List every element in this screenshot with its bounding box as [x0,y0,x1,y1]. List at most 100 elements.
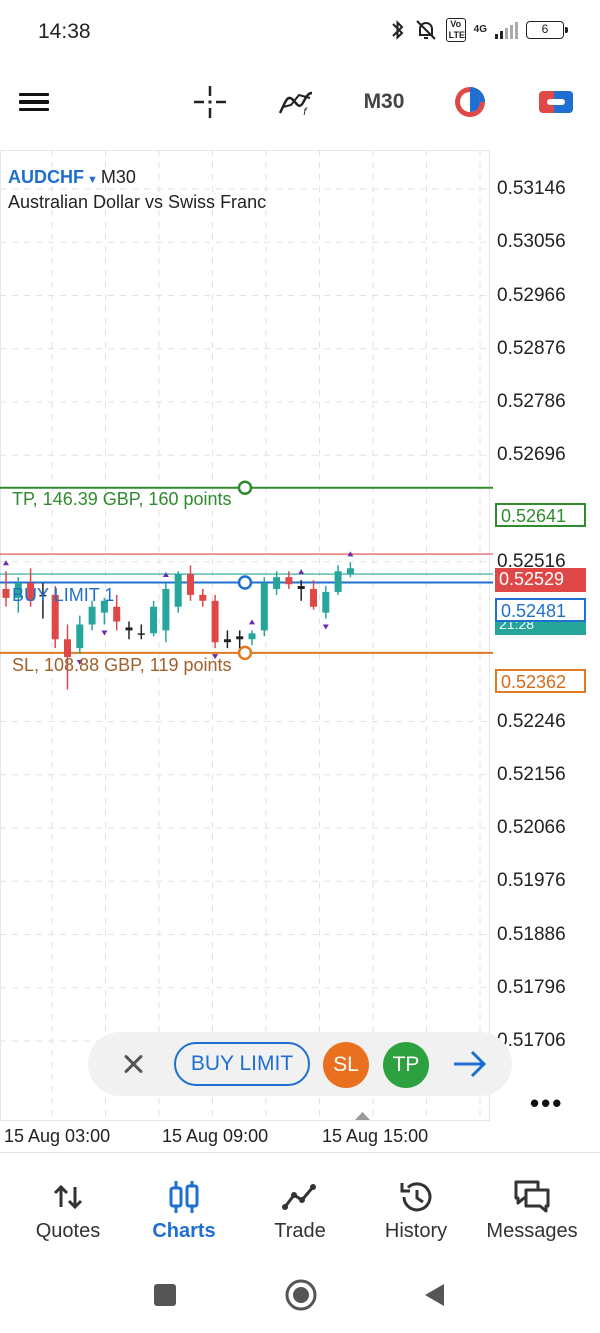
chart-color-icon[interactable] [450,82,490,122]
crosshair-icon[interactable] [190,82,230,122]
candle-body [27,583,35,601]
time-label: 15 Aug 15:00 [322,1126,429,1146]
take-profit-button[interactable]: TP [383,1042,429,1088]
time-label: 15 Aug 09:00 [162,1126,269,1146]
nav-label: History [384,1220,448,1242]
trade-icon [282,1184,316,1210]
candle-body [76,624,84,649]
back-icon[interactable] [420,1280,450,1310]
symbol-description: Australian Dollar vs Swiss Franc [8,192,267,212]
symbol-header[interactable]: AUDCHF ▼ M30 [8,167,136,188]
candle-body [100,600,108,613]
signal-marker-up [347,551,354,557]
price-scale-label: 0.52876 [497,337,566,359]
more-icon[interactable]: ••• [530,1088,564,1118]
status-icons: Vo LTE 4G 6 [390,18,568,42]
nav-quotes[interactable]: Quotes [10,1153,126,1253]
candle-body [88,606,96,625]
timeframe-button[interactable]: M30 [356,82,412,122]
messages-icon [514,1180,550,1213]
arrow-right-icon[interactable] [450,1046,490,1082]
signal-marker-down [322,624,329,630]
candle-body [14,583,22,598]
bid-price-tag: 0.52529 [495,568,586,592]
nav-trade[interactable]: Trade [242,1153,358,1253]
signal-icon [495,21,518,39]
tp-price-tag: 0.52641 [495,503,586,527]
order-price-tag: 0.52481 [495,598,586,622]
price-chart[interactable] [0,150,600,1152]
candle-body [310,588,317,607]
signal-marker-down [101,630,108,636]
tp-drag-handle [237,480,253,496]
candle-body [322,591,330,613]
battery-icon: 6 [526,21,568,39]
symbol-timeframe: M30 [100,167,136,187]
nav-label: Messages [486,1220,578,1242]
home-icon[interactable] [284,1278,318,1312]
status-time: 14:38 [38,20,91,43]
candle-body [137,633,145,635]
tp-line-label: TP, 146.39 GBP, 160 points [12,489,232,509]
stop-loss-button[interactable]: SL [323,1042,369,1088]
order-drag-handle [237,575,253,590]
bottom-nav: Quotes Charts Trade History Messages [0,1152,600,1252]
candle-body [51,594,59,640]
recents-icon[interactable] [150,1280,180,1310]
candle-body [334,571,342,592]
candle-body [199,594,207,601]
candle-body [248,633,256,640]
symbol-name[interactable]: AUDCHF [8,167,84,187]
nav-label: Quotes [35,1220,101,1242]
close-order-button[interactable] [120,1050,148,1078]
volte-icon: Vo LTE [445,18,466,42]
nav-messages[interactable]: Messages [474,1153,590,1253]
history-icon [400,1182,432,1212]
trade-toggle-icon[interactable] [536,82,576,122]
price-scale-label: 0.51706 [497,1030,566,1051]
price-scale-label: 0.52696 [497,444,566,466]
buy-limit-button[interactable]: BUY LIMIT [174,1042,310,1086]
candle-body [187,574,194,595]
price-scale-label: 0.52966 [497,284,566,306]
indicators-icon[interactable]: f [276,82,316,122]
candle-body [346,568,354,575]
price-scale-label: 0.53056 [497,231,566,253]
nav-history[interactable]: History [358,1153,474,1253]
candle-body [150,606,158,634]
price-scale-label: 0.51886 [497,923,566,945]
nav-label: Trade [274,1220,326,1242]
price-scale-label: 0.52246 [497,710,566,732]
price-scale-label: 0.53146 [497,178,566,199]
signal-marker-up [3,560,9,566]
status-bar: 14:38 Vo LTE 4G 6 [0,0,600,66]
candle-body [297,586,305,589]
candle-body [162,588,170,631]
system-nav [0,1252,600,1333]
plot-frame [0,150,490,1121]
bluetooth-icon [391,20,404,40]
candle-body [174,574,182,607]
chart-area[interactable]: AUDCHF ▼ M30 Australian Dollar vs Swiss Fr… [0,150,600,1152]
charts-icon [169,1181,199,1213]
menu-icon[interactable] [18,82,50,122]
sl-line-label: SL, 108.88 GBP, 119 points [12,655,232,675]
network-type: 4G [473,24,487,35]
chart-shift-marker [355,1112,370,1120]
sl-drag-handle [237,645,253,661]
candle-body [285,577,293,585]
symbol-dropdown-icon[interactable]: ▼ [87,174,98,186]
signal-marker-up [249,619,255,625]
signal-marker-down [76,660,83,666]
candle-body [211,600,219,643]
candle-body [223,639,231,643]
svg-text:f: f [303,107,308,118]
candle-body [125,627,133,631]
price-scale-label: 0.52156 [497,763,566,785]
nav-charts[interactable]: Charts [126,1153,242,1253]
candle-body [2,588,10,598]
signal-marker-up [162,572,169,578]
candle-body [260,583,268,631]
candle-body [273,577,281,589]
price-scale-label: 0.52786 [497,391,566,412]
